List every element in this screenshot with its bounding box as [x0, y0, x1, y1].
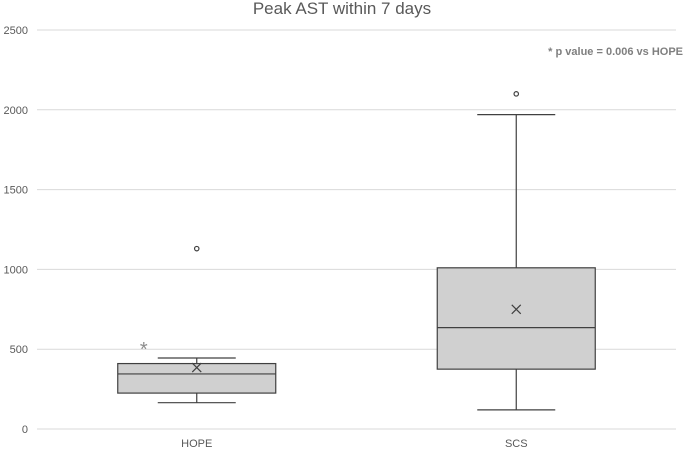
y-tick-label: 2000 [4, 105, 28, 117]
significance-marker: * [140, 339, 148, 361]
x-axis-category-labels: HOPE SCS [181, 438, 527, 450]
mean-marker [191, 362, 202, 373]
x-category-label: SCS [505, 438, 528, 450]
interquartile-box [117, 362, 277, 394]
x-category-label: HOPE [181, 438, 212, 450]
y-tick-label: 1500 [4, 185, 28, 197]
chart-title: Peak AST within 7 days [253, 0, 431, 18]
mean-marker [511, 304, 522, 315]
box-scs [436, 91, 596, 411]
interquartile-box [436, 267, 596, 370]
y-axis-tick-labels: 0 500 1000 1500 2000 2500 [4, 25, 28, 436]
y-tick-label: 500 [10, 344, 28, 356]
y-tick-label: 1000 [4, 264, 28, 276]
outlier-point [513, 91, 520, 97]
box-series: * [117, 91, 596, 411]
p-value-annotation: * p value = 0.006 vs HOPE [548, 46, 683, 58]
box-hope: * [117, 245, 277, 404]
y-tick-label: 2500 [4, 25, 28, 37]
y-tick-label: 0 [22, 424, 28, 436]
outlier-point [193, 245, 200, 252]
gridlines [37, 29, 676, 430]
